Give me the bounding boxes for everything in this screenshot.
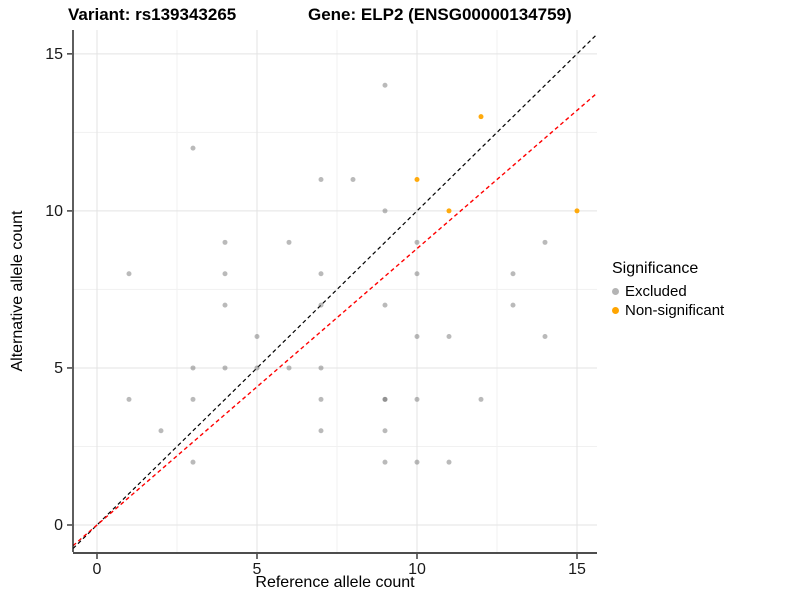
- excluded-point: [286, 365, 292, 371]
- excluded-point: [318, 302, 324, 308]
- excluded-point: [478, 396, 484, 402]
- legend-swatch-icon: [612, 307, 619, 314]
- x-axis-title: Reference allele count: [255, 574, 415, 591]
- excluded-point: [542, 334, 548, 340]
- legend-title: Significance: [612, 260, 699, 277]
- allelic-ratio-line: [72, 92, 598, 547]
- variant-title: Variant: rs139343265: [68, 5, 237, 24]
- non-significant-point: [574, 208, 580, 214]
- excluded-point: [414, 459, 420, 465]
- excluded-point: [382, 302, 388, 308]
- excluded-point: [510, 302, 516, 308]
- excluded-point: [414, 334, 420, 340]
- legend-item: Excluded: [612, 282, 724, 301]
- tick-label: 5: [253, 561, 262, 578]
- excluded-point: [382, 396, 388, 402]
- non-significant-point: [414, 177, 420, 183]
- excluded-point: [414, 396, 420, 402]
- excluded-point: [126, 396, 132, 402]
- excluded-point: [382, 396, 388, 402]
- excluded-point: [126, 271, 132, 277]
- excluded-point: [254, 334, 260, 340]
- excluded-point: [318, 396, 324, 402]
- excluded-point: [222, 271, 228, 277]
- tick-label: 10: [408, 561, 426, 578]
- excluded-point: [542, 239, 548, 245]
- excluded-point: [446, 334, 452, 340]
- legend-label: Excluded: [625, 283, 687, 300]
- identity-line: [72, 33, 598, 549]
- excluded-point: [446, 459, 452, 465]
- excluded-point: [318, 365, 324, 371]
- tick-label: 10: [45, 203, 63, 220]
- excluded-point: [318, 428, 324, 434]
- excluded-point: [382, 428, 388, 434]
- legend-swatch-icon: [612, 288, 619, 295]
- excluded-point: [190, 396, 196, 402]
- gene-title: Gene: ELP2 (ENSG00000134759): [308, 5, 572, 24]
- tick-label: 0: [54, 517, 63, 534]
- excluded-point: [158, 428, 164, 434]
- excluded-point: [190, 459, 196, 465]
- legend-items: Excluded Non-significant: [612, 282, 724, 320]
- excluded-point: [382, 459, 388, 465]
- significance-legend: Significance Excluded Non-significant: [612, 260, 724, 320]
- excluded-point: [382, 208, 388, 214]
- excluded-point: [222, 302, 228, 308]
- legend-item: Non-significant: [612, 301, 724, 320]
- excluded-point: [254, 365, 260, 371]
- non-significant-point: [478, 114, 484, 120]
- excluded-point: [190, 365, 196, 371]
- y-axis-title: Alternative allele count: [9, 210, 26, 372]
- tick-label: 15: [568, 561, 586, 578]
- excluded-point: [286, 239, 292, 245]
- excluded-point: [510, 271, 516, 277]
- excluded-point: [414, 271, 420, 277]
- excluded-point: [414, 239, 420, 245]
- excluded-point: [318, 271, 324, 277]
- excluded-point: [222, 365, 228, 371]
- excluded-point: [318, 177, 324, 183]
- excluded-point: [350, 177, 356, 183]
- excluded-point: [382, 82, 388, 88]
- excluded-point: [222, 239, 228, 245]
- non-significant-point: [446, 208, 452, 214]
- excluded-point: [190, 145, 196, 151]
- tick-label: 0: [93, 561, 102, 578]
- tick-label: 5: [54, 360, 63, 377]
- legend-label: Non-significant: [625, 302, 725, 319]
- tick-label: 15: [45, 46, 63, 63]
